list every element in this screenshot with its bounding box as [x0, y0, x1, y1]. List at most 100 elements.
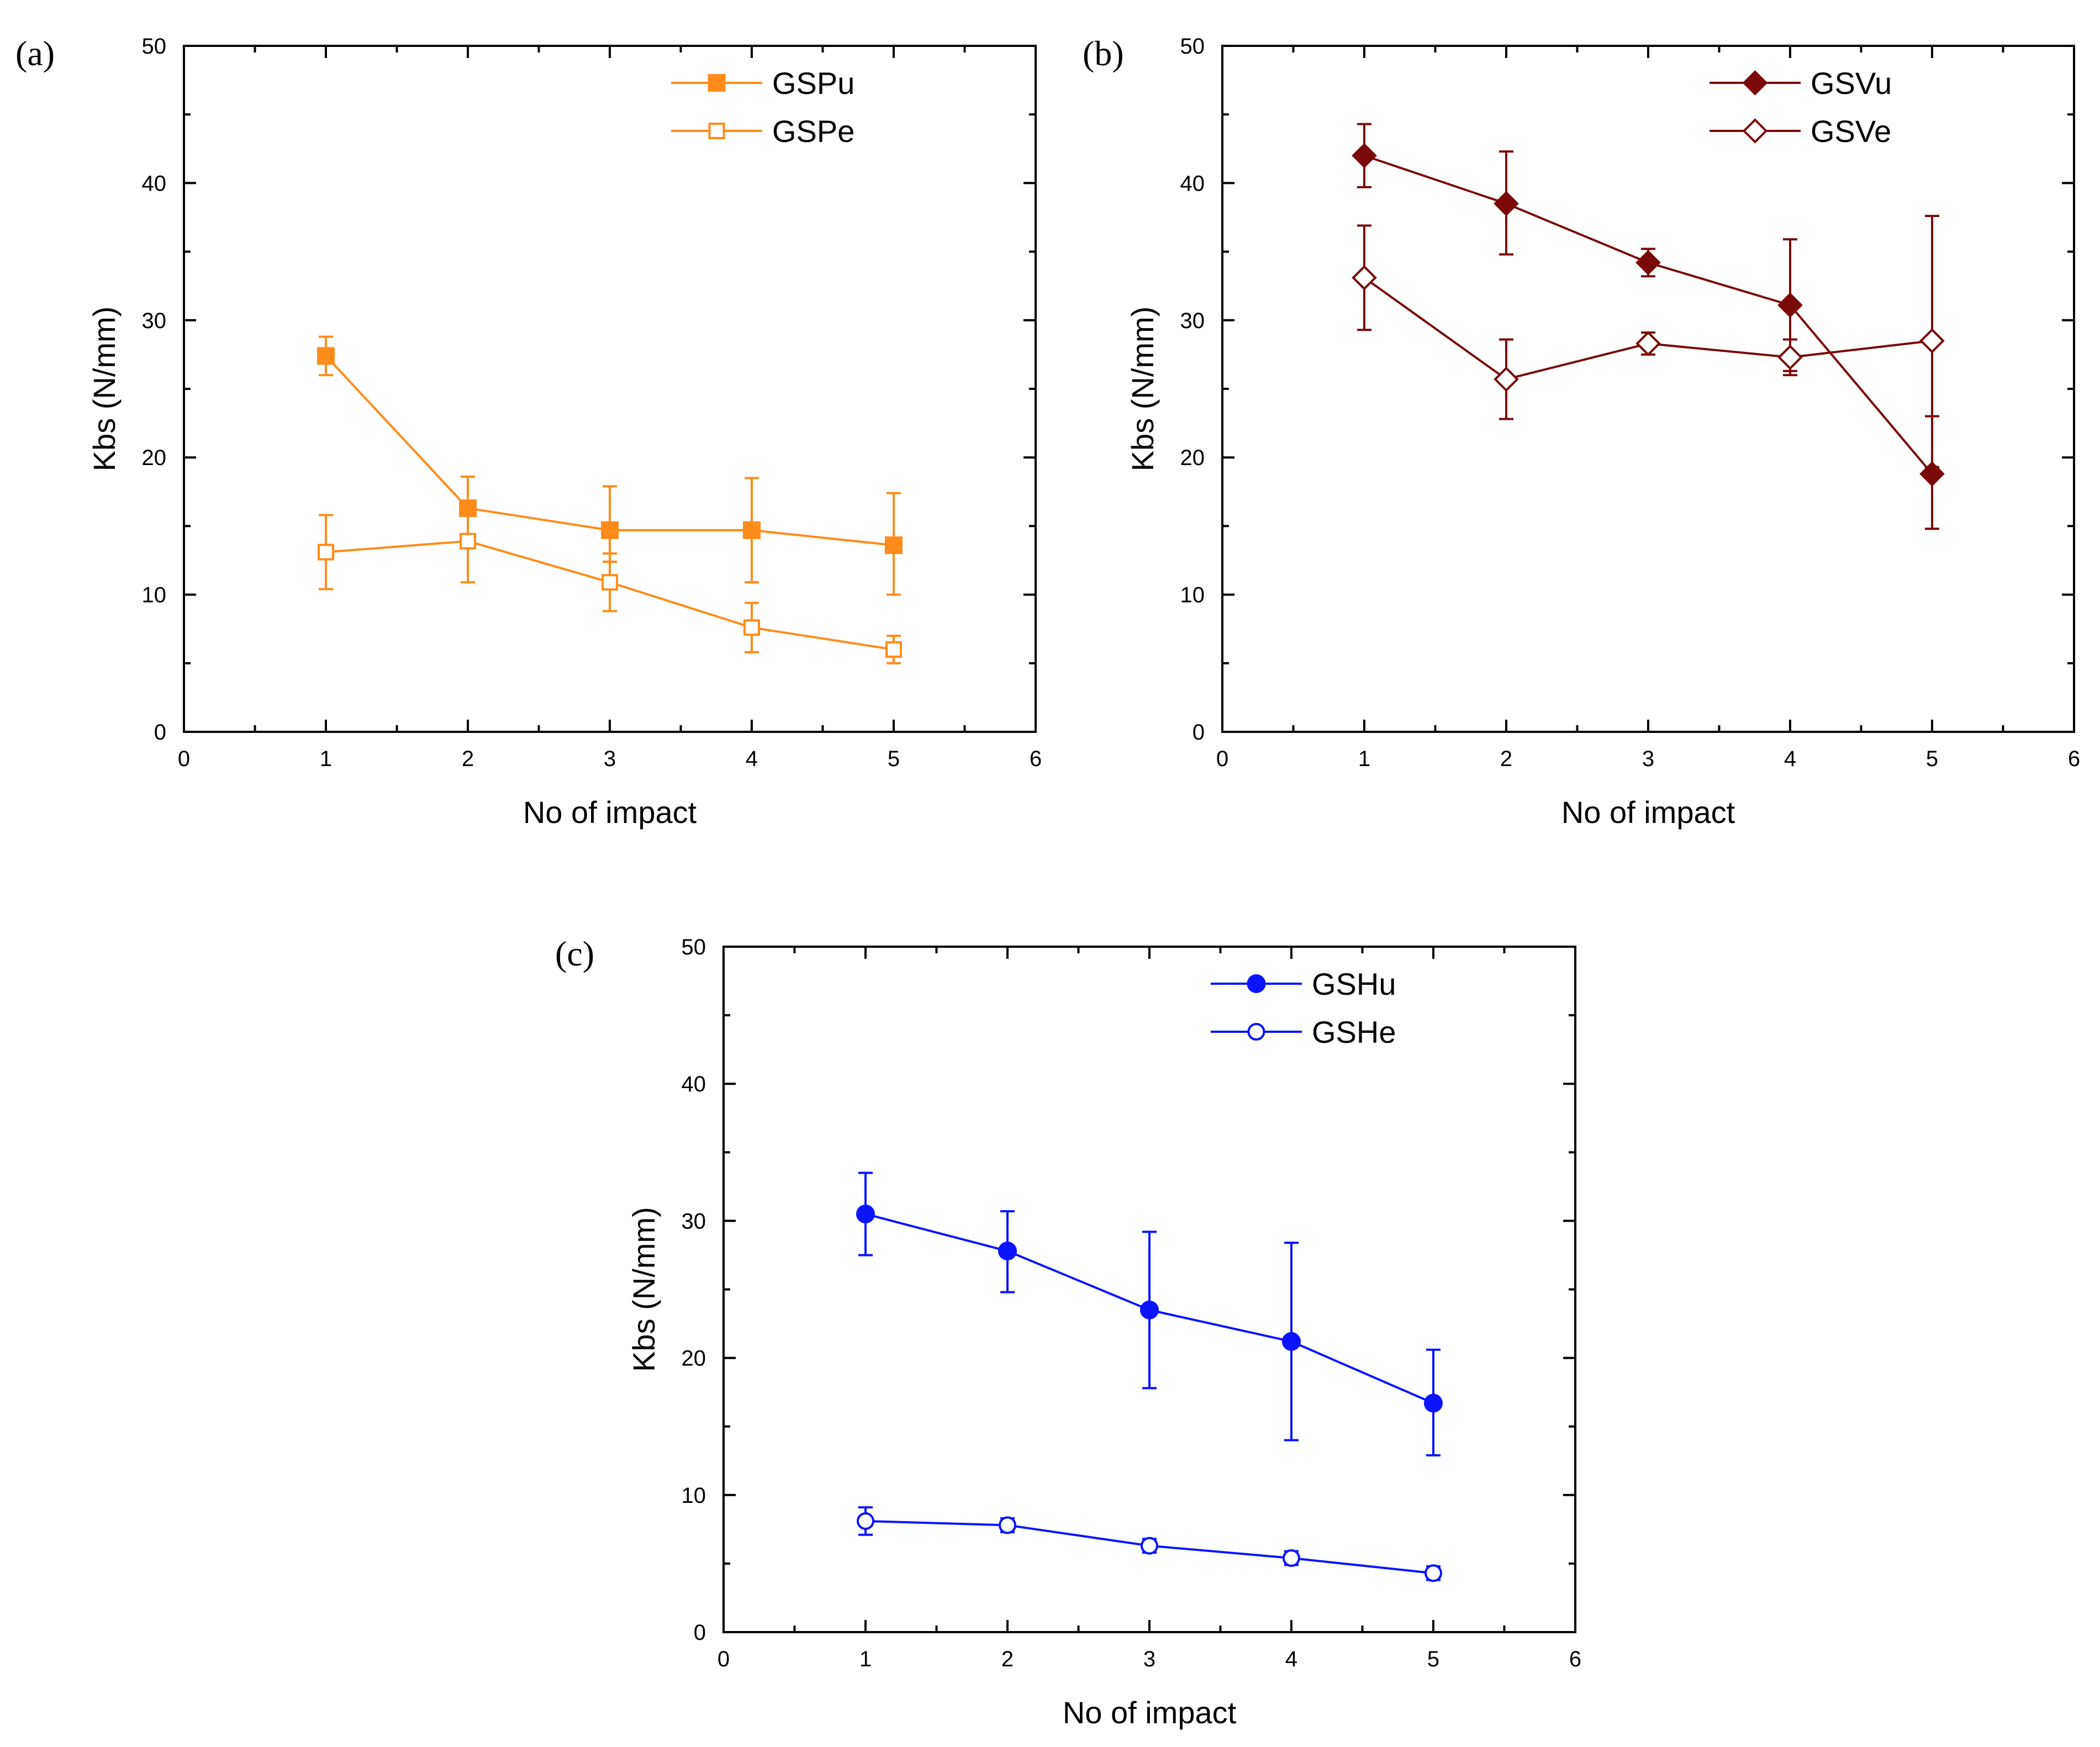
legend-marker: [708, 74, 726, 92]
x-tick-label: 0: [178, 747, 190, 771]
x-tick-label: 1: [859, 1647, 872, 1671]
data-point: [885, 536, 903, 555]
panel-label: (b): [1083, 34, 1124, 73]
y-tick-label: 20: [682, 1347, 706, 1371]
data-point: [1282, 1332, 1301, 1351]
x-tick-label: 6: [1030, 747, 1042, 771]
data-point: [1494, 366, 1519, 392]
data-point: [999, 1516, 1016, 1534]
legend-marker: [708, 123, 725, 139]
y-tick-label: 50: [1180, 34, 1205, 59]
x-tick-label: 4: [1285, 1647, 1297, 1671]
y-tick-label: 40: [142, 171, 167, 196]
y-tick-label: 30: [682, 1209, 706, 1233]
panel-label: (c): [555, 934, 594, 973]
y-tick-label: 0: [694, 1621, 706, 1645]
data-point: [1352, 265, 1377, 291]
series-GSHe: [857, 1506, 1442, 1582]
data-point: [743, 619, 760, 636]
data-point: [885, 641, 902, 658]
legend-entry-GSVe: GSVe: [1709, 114, 1891, 149]
legend-marker: [1247, 1023, 1265, 1041]
data-point: [318, 543, 334, 561]
y-tick-label: 50: [682, 935, 706, 959]
data-point: [601, 574, 618, 591]
x-axis-title: No of impact: [1063, 1695, 1237, 1730]
y-axis-title: Kbs (N/mm): [626, 1207, 661, 1372]
x-tick-label: 3: [1642, 747, 1654, 771]
x-tick-label: 0: [1216, 747, 1228, 771]
x-tick-label: 1: [1358, 747, 1370, 771]
chart-panel-1: (a) 0 1 2 3 4 5 6 0 10 20 30 40 50 No of impact Kbs (N/…: [15, 34, 1042, 830]
legend-entry-GSHu: GSHu: [1211, 967, 1396, 1001]
plot-frame: [1221, 45, 2075, 733]
data-point: [1777, 292, 1803, 318]
data-point: [743, 521, 761, 539]
data-point: [1352, 142, 1377, 168]
data-point: [1777, 345, 1803, 370]
y-axis-title: Kbs (N/mm): [1125, 307, 1160, 472]
y-tick-label: 10: [1180, 583, 1205, 608]
y-tick-label: 10: [142, 583, 167, 608]
legend-label: GSPe: [772, 114, 854, 149]
data-point: [856, 1204, 875, 1223]
chart-panel-3: (c) 0 1 2 3 4 5 6 0 10 20 30 40 50 No of impact Kbs (N/…: [555, 934, 1581, 1730]
x-tick-label: 0: [717, 1647, 730, 1671]
x-tick-label: 5: [1427, 1647, 1439, 1671]
data-point: [857, 1512, 874, 1530]
y-tick-label: 40: [682, 1072, 706, 1096]
data-point: [1141, 1537, 1158, 1555]
series-GSPe: [318, 505, 902, 664]
x-tick-label: 5: [1926, 747, 1938, 771]
data-point: [317, 347, 335, 365]
data-point: [1424, 1394, 1443, 1413]
legend-entry-GSPe: GSPe: [671, 114, 854, 149]
legend-entry-GSVu: GSVu: [1709, 66, 1892, 101]
legend-label: GSVe: [1811, 114, 1891, 149]
data-point: [1283, 1549, 1300, 1567]
legend-marker: [1742, 70, 1768, 96]
legend-entry-GSPu: GSPu: [671, 66, 854, 101]
series-GSVu: [1352, 123, 1945, 530]
data-point: [998, 1242, 1017, 1261]
data-point: [1919, 461, 1945, 487]
legend-marker: [1247, 974, 1266, 993]
y-tick-label: 30: [1180, 309, 1205, 333]
y-tick-label: 30: [142, 309, 167, 333]
data-point: [460, 532, 476, 550]
legend-label: GSVu: [1811, 66, 1892, 101]
series-line: [1364, 154, 1933, 475]
x-tick-label: 4: [746, 747, 758, 771]
x-axis-title: No of impact: [1561, 795, 1735, 830]
data-point: [601, 521, 619, 539]
data-point: [1635, 331, 1661, 356]
legend-label: GSHe: [1312, 1015, 1396, 1049]
x-tick-label: 3: [1143, 1647, 1155, 1671]
x-tick-label: 4: [1784, 747, 1796, 771]
series-line: [1363, 277, 1933, 381]
x-tick-label: 6: [1569, 1647, 1581, 1671]
data-point: [1635, 250, 1661, 276]
x-tick-label: 2: [462, 747, 474, 771]
x-axis-title: No of impact: [523, 795, 697, 830]
x-tick-label: 1: [320, 747, 332, 771]
legend-marker: [1742, 118, 1768, 144]
legend-entry-GSHe: GSHe: [1211, 1015, 1396, 1049]
data-point: [1919, 328, 1945, 353]
y-tick-label: 20: [1180, 446, 1205, 470]
data-point: [1424, 1564, 1442, 1582]
x-tick-label: 2: [1500, 747, 1512, 771]
legend-label: GSPu: [772, 66, 854, 101]
y-tick-label: 0: [1193, 720, 1205, 745]
series-GSHu: [856, 1171, 1443, 1456]
legend-label: GSHu: [1312, 967, 1396, 1001]
x-tick-label: 3: [604, 747, 616, 771]
x-tick-label: 2: [1001, 1647, 1014, 1671]
series-GSVe: [1352, 215, 1945, 468]
x-tick-label: 6: [2068, 747, 2080, 771]
y-tick-label: 50: [142, 34, 167, 59]
y-tick-label: 40: [1180, 171, 1205, 196]
y-tick-label: 0: [154, 720, 166, 745]
chart-panel-2: (b) 0 1 2 3 4 5 6 0 10 20 30 40 50 No of impact Kbs (N/…: [1083, 34, 2080, 830]
